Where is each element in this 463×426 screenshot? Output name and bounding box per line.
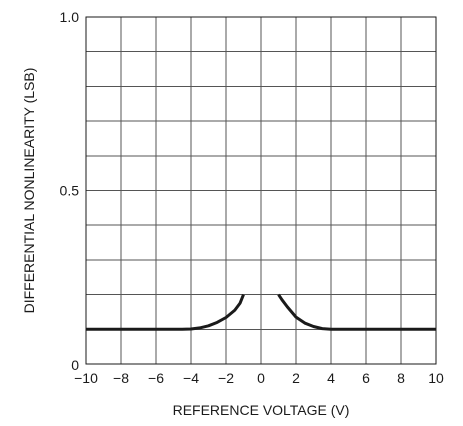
y-tick-label: 0 — [71, 357, 79, 373]
x-tick-label: −6 — [148, 370, 164, 386]
plot-frame — [85, 16, 437, 365]
x-tick-label: 4 — [327, 370, 335, 386]
series-group — [86, 293, 436, 331]
series-line-positive — [277, 293, 436, 331]
x-tick-label: −8 — [113, 370, 129, 386]
y-axis-title: DIFFERENTIAL NONLINEARITY (LSB) — [21, 68, 37, 314]
x-tick-label: 8 — [397, 370, 405, 386]
x-tick-label: 6 — [362, 370, 370, 386]
x-tick-label: −10 — [74, 370, 98, 386]
grid — [86, 17, 436, 364]
series-line-negative — [86, 294, 245, 331]
x-tick-label: 2 — [292, 370, 300, 386]
x-tick-label: 10 — [428, 370, 444, 386]
x-tick-label: 0 — [257, 370, 265, 386]
x-tick-label: −4 — [183, 370, 199, 386]
y-tick-label: 1.0 — [60, 9, 80, 25]
y-tick-label: 0.5 — [60, 183, 80, 199]
x-tick-labels: −10 −8 −6 −4 −2 0 2 4 6 8 10 — [74, 370, 444, 386]
x-axis-title: REFERENCE VOLTAGE (V) — [173, 402, 350, 418]
y-tick-labels: 0 0.5 1.0 — [60, 9, 80, 373]
x-tick-label: −2 — [218, 370, 234, 386]
